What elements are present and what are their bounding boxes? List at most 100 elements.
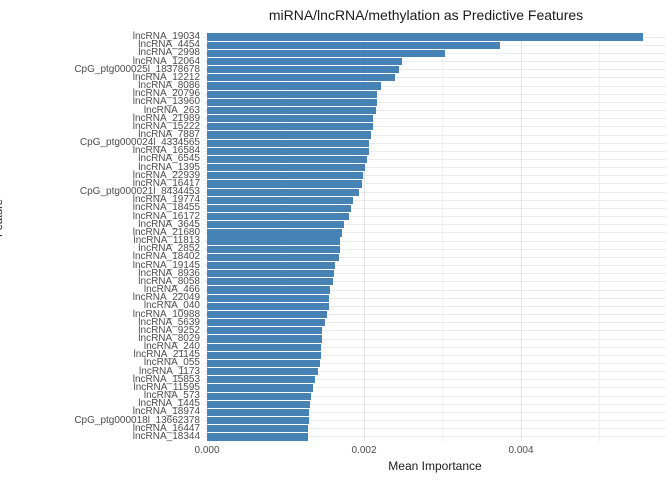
y-tick-label: lncRNA_11595 [133,381,200,393]
y-tick-label: lncRNA_4454 [138,39,200,51]
y-tick-label: lncRNA_15222 [132,120,200,132]
y-gridline [204,281,666,283]
y-gridline [204,387,666,389]
y-gridline [204,273,666,275]
y-tick-label: lncRNA_16584 [132,145,200,157]
x-axis-tick-labels: 0.000 0.002 0.004 [194,445,666,457]
y-tick-label: lncRNA_18402 [132,251,200,263]
y-tick-label: lncRNA_8029 [138,333,200,344]
bar [207,49,445,57]
bar [207,41,500,49]
bar [207,106,376,115]
y-gridline [204,420,666,422]
y-tick-label: lncRNA_3645 [138,218,200,230]
y-tick-label: lncRNA_19034 [132,31,200,43]
y-tick-label: lncRNA_040 [143,300,200,312]
y-gridline [204,191,666,193]
y-tick-label: lncRNA_18455 [132,202,200,214]
y-gridline [204,232,666,234]
y-gridline [204,436,666,438]
y-gridline [204,256,666,258]
y-gridline [204,118,666,120]
x-major-gridline [206,33,208,441]
y-tick-label: lncRNA_8086 [138,80,200,92]
y-tick-label: lncRNA_16172 [132,210,200,222]
bar [207,90,378,98]
y-gridline [204,110,666,112]
y-tick-label: lncRNA_21680 [132,226,200,238]
y-gridline [204,175,666,177]
y-gridline [204,411,666,413]
y-tick-label: lncRNA_9252 [138,324,200,336]
y-gridline [204,379,666,381]
y-gridline [204,167,666,169]
bar [207,57,402,66]
y-tick-label: lncRNA_2998 [138,47,200,59]
x-major-gridline [520,33,522,441]
y-gridline [204,150,666,152]
y-gridline [204,158,666,160]
bar [207,180,363,188]
y-gridline [204,199,666,201]
bar [207,229,343,237]
bar [207,433,309,441]
bar [207,164,365,172]
bar [207,204,351,213]
y-gridline [204,403,666,405]
y-gridline [204,297,666,299]
bar [207,123,373,131]
y-tick-label: lncRNA_16417 [132,177,200,189]
bar [207,188,360,196]
y-axis-tick-labels: lncRNA_19034 lncRNA_4454 lncRNA_2998 lncRNA… [0,31,200,442]
y-tick-label: lncRNA_18974 [132,406,200,418]
bar [207,74,395,82]
y-gridline [204,85,666,87]
y-gridline [204,126,666,128]
bar [207,302,329,310]
bar [207,392,311,400]
y-tick-label: CpG_ptg000018l_13662378 [74,414,200,426]
x-tick-label: 0.000 [194,445,220,456]
y-gridline [204,362,666,364]
y-gridline [204,142,666,144]
y-gridline [204,101,666,103]
bar [207,368,318,376]
y-tick-label: lncRNA_22049 [132,292,200,304]
y-tick-label: lncRNA_2852 [138,243,200,255]
bar [207,278,334,286]
y-tick-label: lncRNA_055 [143,357,200,369]
y-tick-label: lncRNA_240 [143,341,200,353]
y-gridline [204,428,666,430]
y-tick-label: lncRNA_12212 [132,71,200,83]
y-gridline [204,346,666,348]
y-tick-label: lncRNA_1173 [139,365,200,377]
bar [207,139,370,147]
x-minor-gridline [599,33,600,441]
y-tick-label: lncRNA_5639 [138,316,200,328]
y-gridline [204,61,666,63]
y-tick-label: lncRNA_12064 [132,55,200,67]
plot-panel [204,33,666,441]
bar [207,98,377,106]
bar [207,66,400,74]
bar [207,147,369,155]
y-gridline [204,265,666,267]
y-gridline [204,289,666,291]
bar [207,270,335,278]
x-tick-label: 0.004 [508,445,534,456]
bar [207,294,330,302]
y-tick-label: lncRNA_19774 [132,194,200,206]
bar [207,343,321,351]
y-tick-label: lncRNA_20796 [132,88,200,100]
y-gridline [204,207,666,209]
bar [207,82,382,90]
y-gridline [204,314,666,316]
bar [207,115,374,123]
bar [207,131,372,139]
bar [207,172,364,180]
y-tick-label: lncRNA_21145 [133,349,200,361]
x-tick-label: 0.002 [351,445,377,456]
bar [207,376,316,384]
y-tick-label: lncRNA_466 [143,284,200,296]
